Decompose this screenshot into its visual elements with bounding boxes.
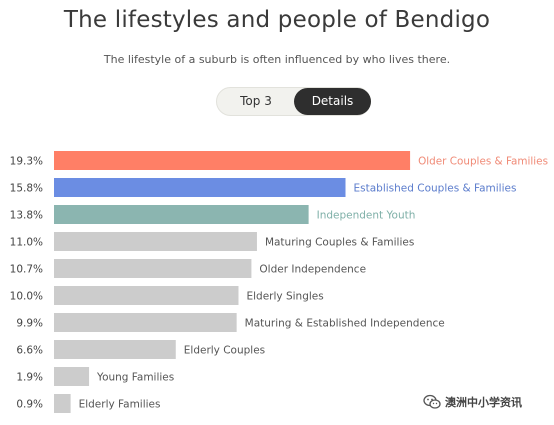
bar-category-label: Maturing & Established Independence [245,318,445,330]
lifestyle-bar-chart: 19.3% Older Couples & Families 15.8% Establ… [10,151,548,413]
bar[interactable] [54,151,411,170]
bar[interactable] [54,394,71,413]
bar-category-label: Elderly Singles [247,291,324,303]
bar-category-label: Independent Youth [317,210,416,222]
bar[interactable] [54,313,237,332]
bar[interactable] [54,286,239,305]
bar-value-label: 9.9% [16,318,43,330]
bar-category-label: Elderly Families [79,399,161,411]
bar-value-label: 19.3% [10,156,43,168]
wechat-icon [423,394,441,409]
page-title: The lifestyles and people of Bendigo [63,7,491,33]
bar-category-label: Maturing Couples & Families [265,237,414,249]
bar-value-label: 10.7% [10,264,43,276]
bar[interactable] [54,205,309,224]
bar[interactable] [54,232,257,251]
toggle-top3-button[interactable]: Top 3 [240,94,272,108]
bar-category-label: Elderly Couples [184,345,265,357]
bar-category-label: Established Couples & Families [354,183,517,195]
watermark-text: 澳洲中小学资讯 [445,396,522,409]
watermark: 澳洲中小学资讯 [423,392,522,412]
bar-value-label: 6.6% [16,345,43,357]
bar-value-label: 0.9% [16,399,43,411]
toggle-details-button[interactable]: Details [294,88,371,115]
bar-category-label: Older Independence [259,264,366,276]
view-toggle: Top 3 Details [216,87,371,116]
page-subtitle: The lifestyle of a suburb is often influ… [103,53,451,66]
bar-value-label: 1.9% [16,372,43,384]
bar-value-label: 10.0% [10,291,43,303]
bar[interactable] [54,259,252,278]
bar-value-label: 11.0% [10,237,43,249]
bar[interactable] [54,340,176,359]
bar-category-label: Older Couples & Families [418,156,548,168]
bar-value-label: 13.8% [10,210,43,222]
bar-category-label: Young Families [96,372,174,384]
bar[interactable] [54,367,90,386]
bar[interactable] [54,178,346,197]
bar-value-label: 15.8% [10,183,43,195]
